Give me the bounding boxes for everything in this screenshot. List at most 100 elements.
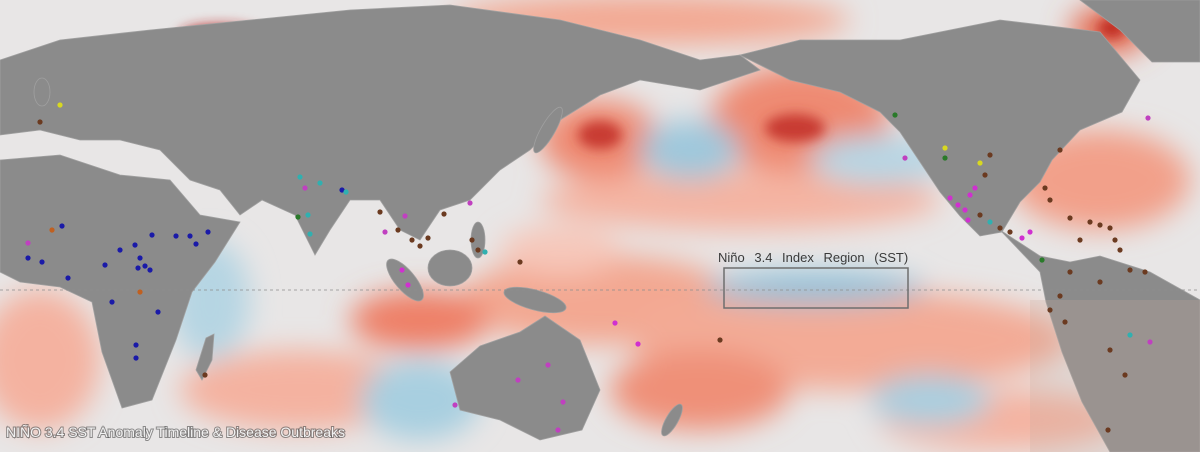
new-zealand bbox=[661, 403, 683, 437]
outbreak-dot bbox=[137, 255, 143, 261]
outbreak-dot bbox=[395, 227, 401, 233]
overlay-panel bbox=[1030, 300, 1200, 452]
outbreak-dot bbox=[1117, 247, 1123, 253]
outbreak-dot bbox=[977, 160, 983, 166]
outbreak-dot bbox=[1067, 269, 1073, 275]
outbreak-dot bbox=[962, 207, 968, 213]
outbreak-dot bbox=[1042, 185, 1048, 191]
outbreak-dot bbox=[417, 243, 423, 249]
outbreak-dot bbox=[382, 229, 388, 235]
caption: NIÑO 3.4 SST Anomaly Timeline & Disease … bbox=[6, 424, 345, 440]
outbreak-dot bbox=[339, 187, 345, 193]
outbreak-dot bbox=[1087, 219, 1093, 225]
outbreak-dot bbox=[399, 267, 405, 273]
outbreak-dot bbox=[142, 263, 148, 269]
outbreak-dot bbox=[555, 427, 561, 433]
outbreak-dot bbox=[425, 235, 431, 241]
new-guinea bbox=[503, 286, 567, 314]
outbreak-dot bbox=[117, 247, 123, 253]
outbreak-dot bbox=[37, 119, 43, 125]
outbreak-dot bbox=[1027, 229, 1033, 235]
outbreak-dot bbox=[59, 223, 65, 229]
outbreak-dot bbox=[972, 185, 978, 191]
outbreak-dot bbox=[942, 145, 948, 151]
outbreak-dot bbox=[717, 337, 723, 343]
outbreak-dot bbox=[1007, 229, 1013, 235]
outbreak-dot bbox=[137, 289, 143, 295]
outbreak-dot bbox=[635, 341, 641, 347]
outbreak-dot bbox=[892, 112, 898, 118]
outbreak-dot bbox=[517, 259, 523, 265]
outbreak-dot bbox=[1112, 237, 1118, 243]
outbreak-dot bbox=[560, 399, 566, 405]
outbreak-dot bbox=[343, 189, 349, 195]
borneo bbox=[427, 249, 473, 287]
outbreak-dot bbox=[377, 209, 383, 215]
outbreak-dot bbox=[1127, 332, 1133, 338]
outbreak-dot bbox=[977, 212, 983, 218]
outbreak-dot bbox=[1122, 372, 1128, 378]
africa bbox=[0, 154, 241, 409]
outbreak-dot bbox=[193, 241, 199, 247]
sumatra bbox=[386, 258, 424, 302]
outbreak-dot bbox=[39, 259, 45, 265]
australia bbox=[449, 315, 601, 441]
outbreak-dot bbox=[1142, 269, 1148, 275]
outbreak-dot bbox=[955, 202, 961, 208]
nino-region-box bbox=[723, 267, 909, 309]
outbreak-dot bbox=[1067, 215, 1073, 221]
outbreak-dot bbox=[1047, 197, 1053, 203]
outbreak-dot bbox=[1019, 235, 1025, 241]
outbreak-dot bbox=[102, 262, 108, 268]
outbreak-dot bbox=[133, 355, 139, 361]
central-south-america bbox=[999, 229, 1200, 452]
outbreak-dot bbox=[307, 231, 313, 237]
madagascar bbox=[195, 333, 215, 381]
britain bbox=[33, 77, 51, 107]
region-label: Niño 3.4 Index Region (SST) bbox=[718, 250, 908, 265]
outbreak-dot bbox=[147, 267, 153, 273]
outbreak-dot bbox=[482, 249, 488, 255]
outbreak-dot bbox=[1127, 267, 1133, 273]
outbreak-dot bbox=[1107, 225, 1113, 231]
outbreak-dot bbox=[297, 174, 303, 180]
outbreak-dot bbox=[965, 217, 971, 223]
outbreak-dot bbox=[475, 247, 481, 253]
outbreak-dot bbox=[405, 282, 411, 288]
outbreak-dot bbox=[173, 233, 179, 239]
outbreak-dot bbox=[132, 242, 138, 248]
outbreak-dot bbox=[149, 232, 155, 238]
outbreak-dot bbox=[942, 155, 948, 161]
outbreak-dot bbox=[469, 237, 475, 243]
outbreak-dot bbox=[902, 155, 908, 161]
outbreak-dot bbox=[452, 402, 458, 408]
outbreak-dot bbox=[467, 200, 473, 206]
outbreak-dot bbox=[187, 233, 193, 239]
outbreak-dot bbox=[987, 219, 993, 225]
outbreak-dot bbox=[25, 240, 31, 246]
outbreak-dot bbox=[947, 195, 953, 201]
outbreak-dot bbox=[967, 192, 973, 198]
outbreak-dot bbox=[1077, 237, 1083, 243]
outbreak-dot bbox=[1062, 319, 1068, 325]
outbreak-dot bbox=[1057, 147, 1063, 153]
eurasia bbox=[0, 4, 761, 256]
outbreak-dot bbox=[205, 229, 211, 235]
outbreak-markers bbox=[25, 102, 1153, 433]
outbreak-dot bbox=[135, 265, 141, 271]
outbreak-dot bbox=[1057, 293, 1063, 299]
outbreak-dot bbox=[202, 372, 208, 378]
outbreak-dot bbox=[987, 152, 993, 158]
outbreak-dot bbox=[1039, 257, 1045, 263]
outbreak-dot bbox=[65, 275, 71, 281]
outbreak-dot bbox=[1107, 347, 1113, 353]
outbreak-dot bbox=[305, 212, 311, 218]
outbreak-dot bbox=[982, 172, 988, 178]
outbreak-dot bbox=[1047, 307, 1053, 313]
north-america bbox=[738, 19, 1141, 237]
outbreak-dot bbox=[133, 342, 139, 348]
outbreak-dot bbox=[49, 227, 55, 233]
